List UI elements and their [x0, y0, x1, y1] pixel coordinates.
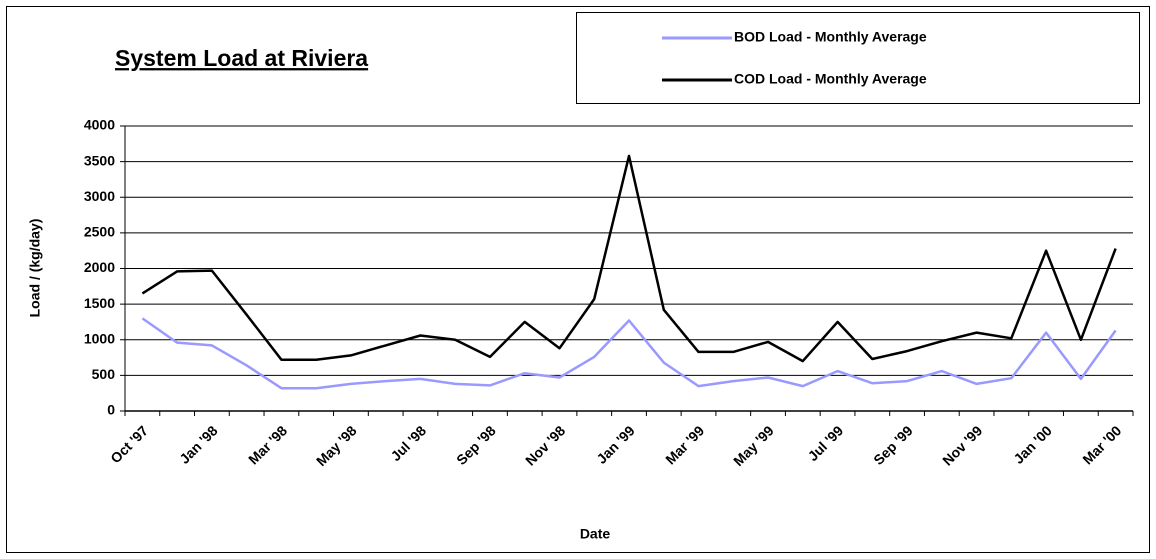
- y-tick-label: 1500: [84, 295, 115, 311]
- x-axis-label: Date: [580, 526, 611, 542]
- series-line: [141, 317, 1117, 390]
- y-tick-label: 3000: [84, 188, 115, 204]
- y-tick-label: 500: [92, 366, 116, 382]
- legend-label: BOD Load - Monthly Average: [734, 29, 927, 45]
- legend-label: COD Load - Monthly Average: [734, 71, 927, 87]
- y-tick-label: 4000: [84, 117, 115, 133]
- series-line: [141, 154, 1117, 363]
- y-tick-label: 0: [107, 402, 115, 418]
- chart-title: System Load at Riviera: [115, 45, 368, 71]
- legend: [576, 12, 1140, 104]
- y-tick-label: 2500: [84, 224, 115, 240]
- y-tick-label: 3500: [84, 152, 115, 168]
- y-axis-label: Load / (kg/day): [27, 219, 43, 318]
- y-tick-label: 1000: [84, 330, 115, 346]
- y-tick-label: 2000: [84, 259, 115, 275]
